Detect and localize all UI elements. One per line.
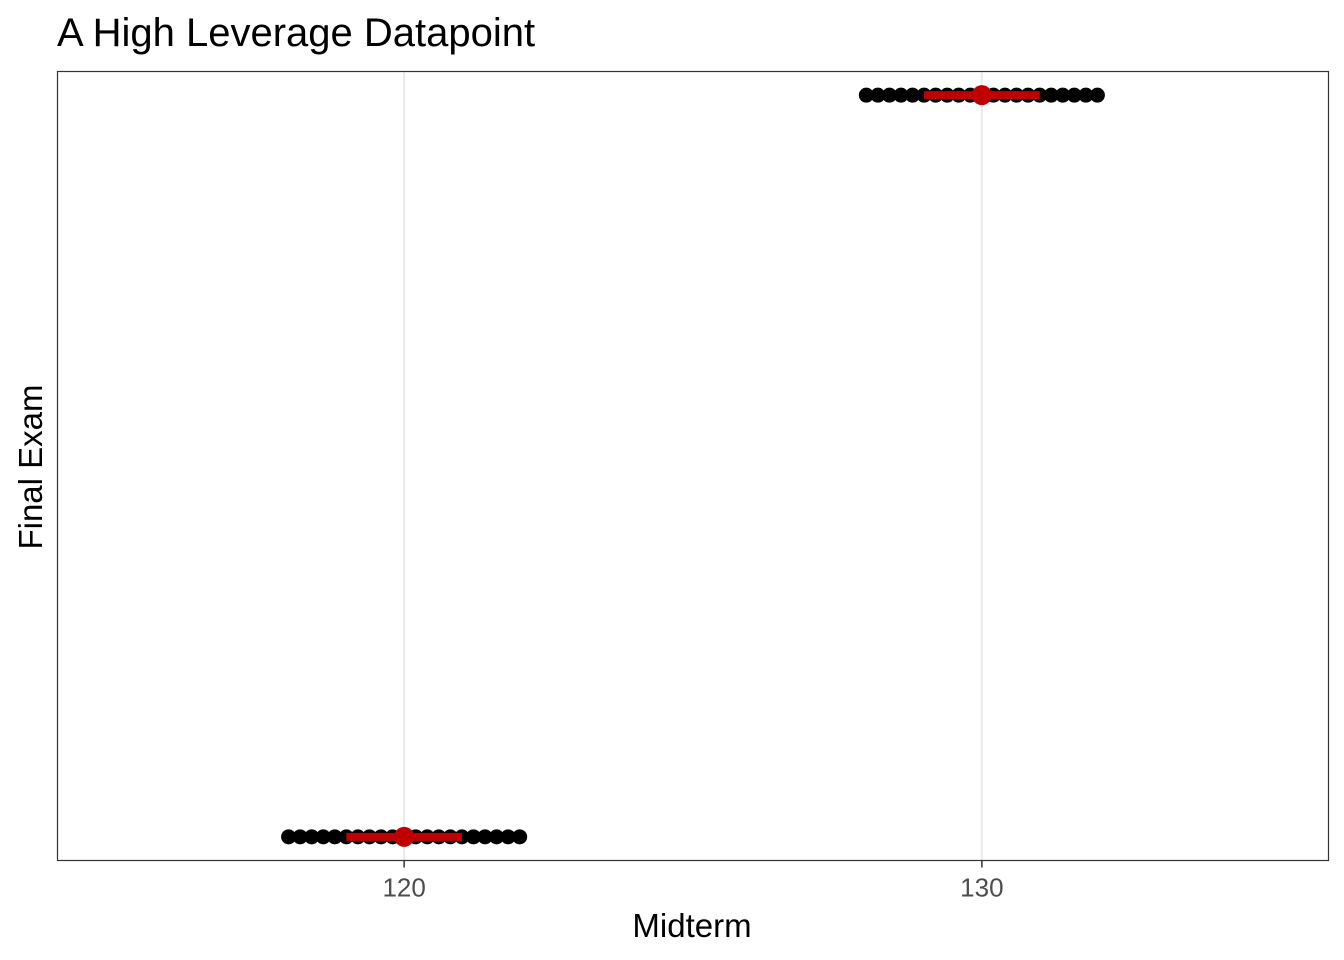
highlight-point <box>394 826 415 847</box>
data-point <box>1043 87 1059 103</box>
data-point <box>304 829 320 845</box>
data-point <box>1066 87 1082 103</box>
highlight-point <box>971 85 992 106</box>
data-point <box>870 87 886 103</box>
data-point <box>1089 87 1105 103</box>
data-point <box>512 829 528 845</box>
x-tick-label: 130 <box>960 873 1003 903</box>
chart-title: A High Leverage Datapoint <box>57 11 535 55</box>
panel-border <box>56 70 1330 862</box>
marks-layer <box>281 85 1105 847</box>
x-axis-label: Midterm <box>632 907 751 944</box>
data-point <box>858 87 874 103</box>
data-point <box>1055 87 1071 103</box>
data-point <box>893 87 909 103</box>
data-point <box>489 829 505 845</box>
data-point <box>465 829 481 845</box>
data-point <box>500 829 516 845</box>
data-point <box>327 829 343 845</box>
data-point <box>292 829 308 845</box>
data-point <box>881 87 897 103</box>
data-point <box>1078 87 1094 103</box>
x-tick-label: 120 <box>382 873 425 903</box>
data-point <box>905 87 921 103</box>
data-point <box>281 829 297 845</box>
data-point <box>477 829 493 845</box>
x-axis: 120 130 <box>382 860 1004 903</box>
data-point <box>315 829 331 845</box>
y-axis-label: Final Exam <box>12 384 49 549</box>
grid-layer <box>403 71 983 861</box>
